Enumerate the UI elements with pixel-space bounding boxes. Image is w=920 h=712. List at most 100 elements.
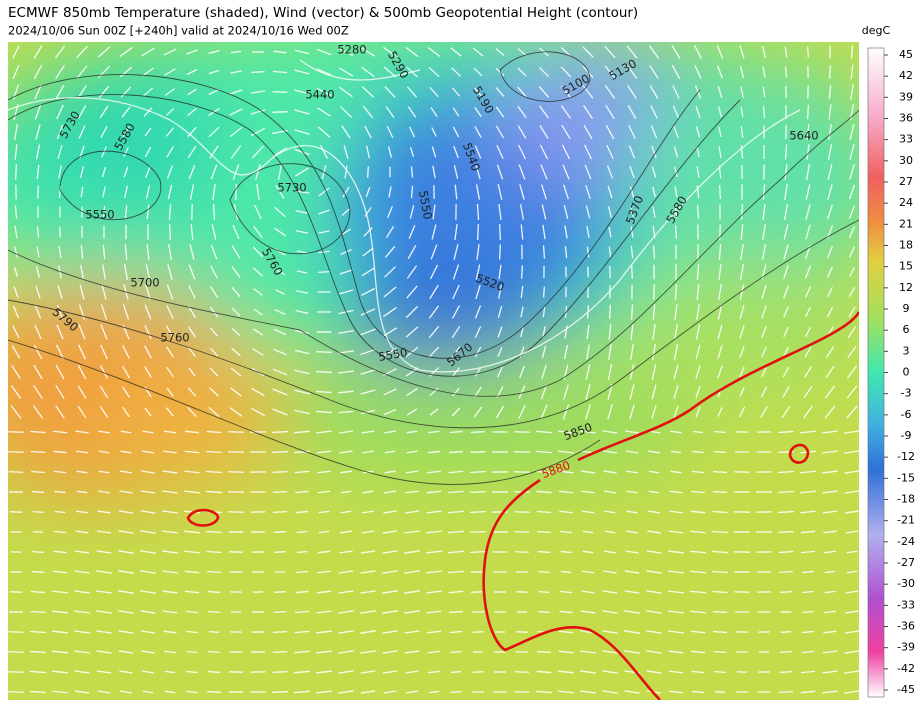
wind-arrow <box>274 592 286 593</box>
wind-arrow <box>654 245 655 259</box>
contour-label: 5280 <box>337 43 366 57</box>
wind-arrow <box>808 47 809 58</box>
wind-arrow <box>713 612 728 613</box>
colorbar-tick-label: 18 <box>899 239 913 252</box>
subtitle: 2024/10/06 Sun 00Z [+240h] valid at 2024… <box>8 24 349 38</box>
wind-arrow <box>778 472 794 473</box>
wind-arrow <box>470 512 486 513</box>
colorbar-tick-label: 36 <box>899 112 913 125</box>
wind-arrow <box>632 265 633 278</box>
colorbar-tick-label: 42 <box>899 69 913 82</box>
wind-arrow <box>654 284 655 299</box>
wind-arrow <box>713 632 727 633</box>
wind-arrow <box>764 165 765 180</box>
colorbar-tick-label: 30 <box>899 154 913 167</box>
wind-arrow <box>209 632 219 633</box>
wind-arrow <box>472 612 485 613</box>
wind-arrow <box>273 632 287 633</box>
colorbar-tick-label: 45 <box>899 48 913 61</box>
wind-arrow <box>514 452 530 453</box>
colorbar <box>868 48 884 697</box>
wind-arrow <box>472 692 485 693</box>
colorbar-tick-label: -6 <box>901 408 912 421</box>
wind-arrow <box>715 692 725 693</box>
wind-arrow <box>208 652 219 653</box>
wind-arrow <box>31 472 44 473</box>
wind-arrow <box>610 305 611 319</box>
wind-arrow <box>272 452 288 453</box>
colorbar-tick-label: -15 <box>897 471 915 484</box>
wind-arrow <box>538 552 550 553</box>
wind-arrow <box>500 224 501 240</box>
wind-arrow <box>780 592 792 593</box>
wind-arrow <box>714 432 725 433</box>
colorbar-tick-label: -24 <box>897 535 915 548</box>
wind-arrow <box>470 492 486 493</box>
wind-arrow <box>32 552 44 553</box>
wind-arrow <box>781 632 791 633</box>
wind-arrow <box>272 672 287 673</box>
wind-arrow <box>208 592 221 593</box>
wind-arrow <box>779 432 794 433</box>
contour-label: 5730 <box>277 181 306 195</box>
wind-arrow <box>32 572 45 573</box>
wind-arrow <box>778 532 793 533</box>
wind-arrow <box>368 166 369 178</box>
colorbar-tick-label: 27 <box>899 175 913 188</box>
wind-arrow <box>272 432 288 433</box>
wind-arrow <box>539 592 549 593</box>
wind-arrow <box>208 612 219 613</box>
wind-arrow <box>588 267 589 278</box>
wind-arrow <box>515 692 530 693</box>
wind-arrow <box>272 692 288 693</box>
wind-arrow <box>522 265 523 278</box>
wind-arrow <box>451 672 461 673</box>
wind-arrow <box>32 492 44 493</box>
colorbar-tick-label: -18 <box>897 493 915 506</box>
wind-arrow <box>472 632 483 633</box>
wind-arrow <box>207 692 221 693</box>
wind-arrow <box>297 552 307 553</box>
colorbar-tick-label: 39 <box>899 90 913 103</box>
wind-arrow <box>742 204 743 220</box>
colorbar-tick-label: -39 <box>897 641 915 654</box>
wind-arrow <box>273 492 287 493</box>
colorbar-tick-label: 33 <box>899 133 913 146</box>
wind-arrow <box>779 552 793 553</box>
wind-arrow <box>272 92 287 93</box>
colorbar-tick-label: 9 <box>903 302 910 315</box>
wind-arrow <box>808 105 809 119</box>
wind-arrow <box>610 266 611 278</box>
wind-arrow <box>470 532 486 533</box>
colorbar-tick-label: 12 <box>899 281 913 294</box>
wind-arrow <box>539 572 550 573</box>
wind-arrow <box>274 552 285 553</box>
colorbar-tick-label: -36 <box>897 620 915 633</box>
wind-arrow <box>779 692 793 693</box>
wind-arrow <box>713 472 727 473</box>
wind-arrow <box>272 112 288 113</box>
colorbar-tick-label: -9 <box>901 429 912 442</box>
colorbar-ticks: 4542393633302724211815129630-3-6-9-12-15… <box>884 48 915 696</box>
colorbar-label: degC <box>862 24 891 37</box>
wind-arrow <box>273 652 288 653</box>
wind-arrow <box>515 532 530 533</box>
wind-arrow <box>514 432 530 433</box>
wind-arrow <box>538 612 550 613</box>
colorbar-tick-label: -33 <box>897 598 915 611</box>
colorbar-tick-label: 3 <box>903 344 910 357</box>
wind-arrow <box>208 672 220 673</box>
wind-arrow <box>470 552 485 553</box>
wind-arrow <box>713 492 728 493</box>
colorbar-tick-label: -42 <box>897 662 915 675</box>
wind-arrow <box>450 692 461 693</box>
colorbar-tick-label: -21 <box>897 514 915 527</box>
wind-arrow <box>779 572 792 573</box>
wind-arrow <box>544 245 545 258</box>
contour-label: 5440 <box>305 88 334 102</box>
wind-arrow <box>32 512 43 513</box>
colorbar-tick-label: -27 <box>897 556 915 569</box>
wind-arrow <box>471 452 486 453</box>
wind-arrow <box>16 164 17 179</box>
